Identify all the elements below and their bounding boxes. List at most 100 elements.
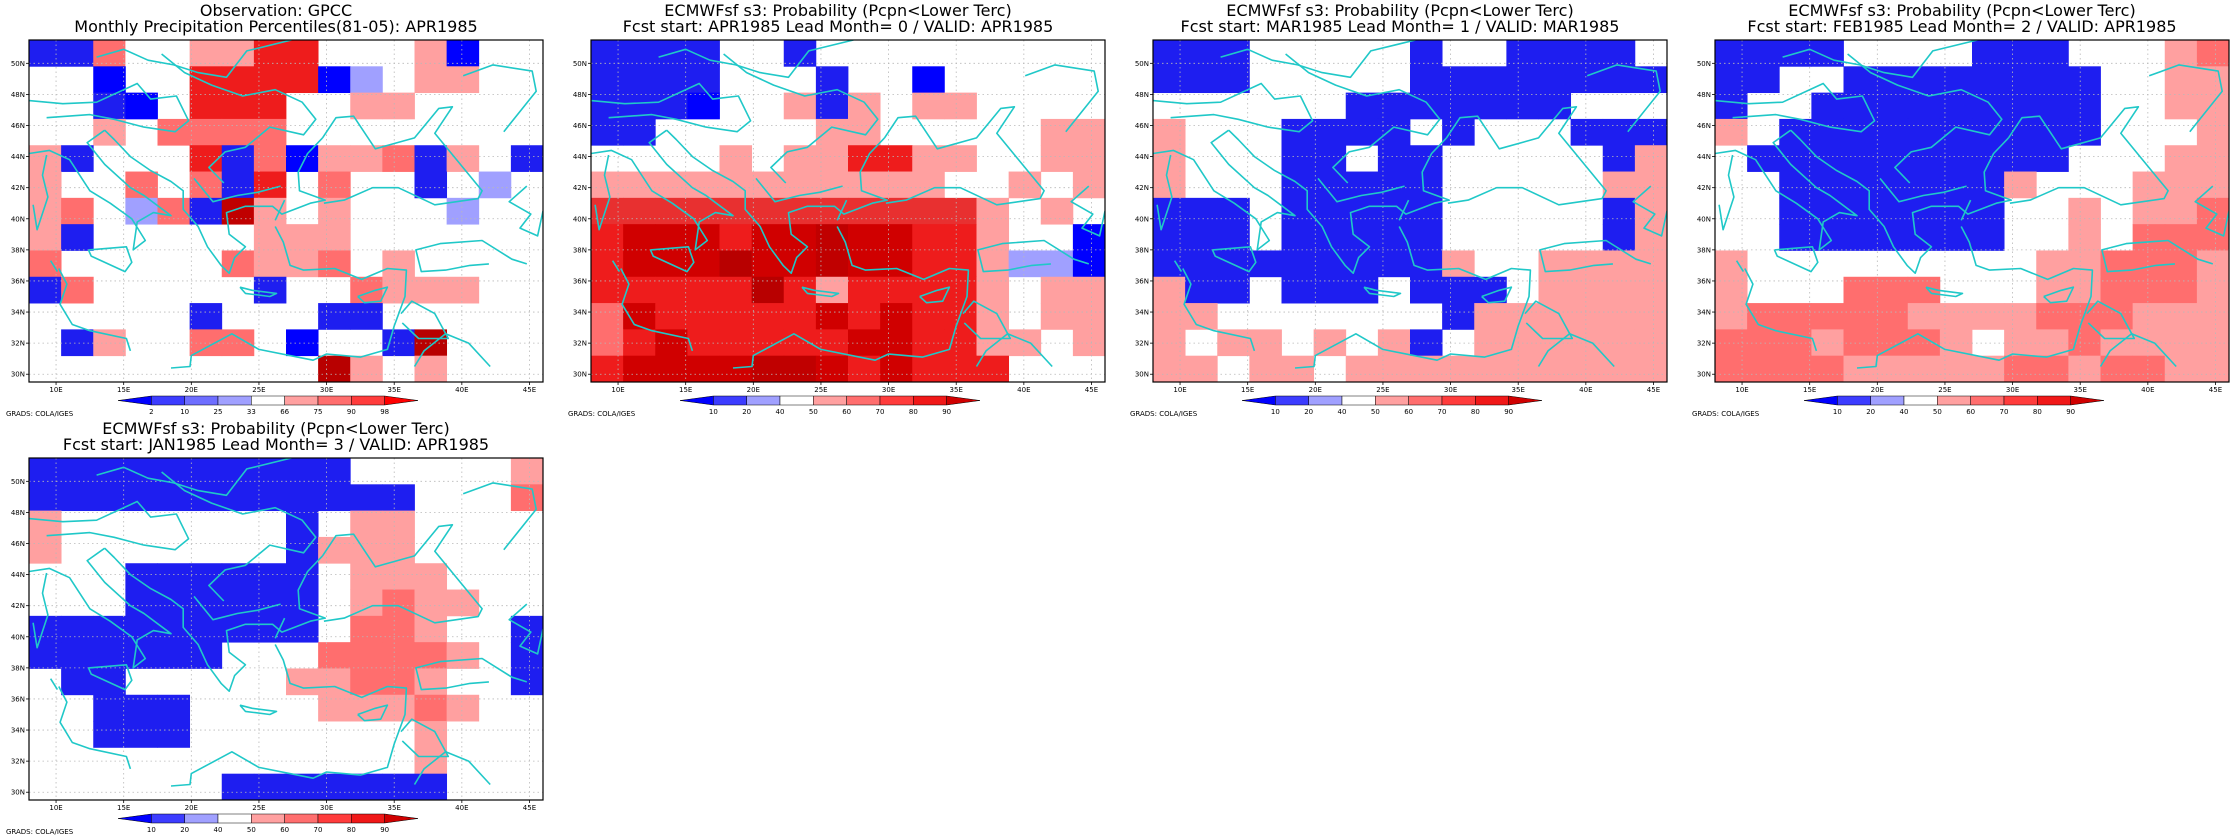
grid-cell xyxy=(1313,118,1347,146)
grid-cell xyxy=(1570,118,1604,146)
grid-cell xyxy=(318,145,351,172)
grid-cell xyxy=(2164,40,2198,67)
grid-cell xyxy=(751,224,785,251)
color-bar-segment xyxy=(1970,395,2005,406)
coastline xyxy=(1715,129,1858,251)
coastline xyxy=(1363,286,1402,298)
grid-cell xyxy=(93,66,126,94)
grid-cell xyxy=(1538,355,1572,383)
grid-cell xyxy=(286,329,319,357)
grid-cell xyxy=(2036,40,2069,67)
grid-cell xyxy=(350,615,383,643)
grid-cell xyxy=(912,145,945,172)
coastline xyxy=(591,82,752,133)
color-bar-segment xyxy=(713,395,747,406)
grid-cell xyxy=(1907,118,1941,146)
color-bar-segment xyxy=(1341,395,1376,406)
grid-cell xyxy=(751,355,785,383)
grid-cell xyxy=(29,484,62,512)
grid-cell xyxy=(1249,355,1282,383)
lon-tick-label: 40E xyxy=(455,386,468,394)
color-bar-segment xyxy=(1308,395,1343,406)
coastline xyxy=(413,332,491,368)
lon-tick-label: 40E xyxy=(455,804,468,812)
grid-cell xyxy=(29,642,62,669)
coastline xyxy=(755,177,843,203)
grid-cell xyxy=(880,171,913,199)
grid-cell xyxy=(318,458,351,485)
grid-cell xyxy=(189,458,223,485)
grid-cell xyxy=(93,484,126,512)
grid-cell xyxy=(815,92,849,120)
grid-cell xyxy=(1907,355,1941,383)
color-bar-segment xyxy=(1241,395,1276,406)
grid-cell xyxy=(1217,66,1250,94)
coastline xyxy=(591,129,734,251)
grid-cell xyxy=(719,303,753,330)
grid-cell xyxy=(1602,118,1636,146)
grid-cell xyxy=(253,66,287,94)
grid-cell xyxy=(221,773,255,801)
lon-tick-label: 25E xyxy=(1938,386,1951,394)
grid-cell xyxy=(1345,118,1379,146)
color-bar-label: 80 xyxy=(909,408,918,416)
grid-cell xyxy=(318,171,351,199)
grid-cell xyxy=(1939,66,1973,94)
coastline xyxy=(357,286,389,304)
grid-cell xyxy=(2132,329,2166,357)
lon-tick-label: 15E xyxy=(1803,386,1816,394)
grid-cell xyxy=(189,92,223,120)
coastlines xyxy=(29,40,543,369)
lon-tick-label: 35E xyxy=(388,804,401,812)
grid-cell xyxy=(944,224,977,251)
panel-subtitle: Fcst start: APR1985 Lead Month= 0 / VALI… xyxy=(622,17,1054,36)
lat-tick-label: 36N xyxy=(11,277,25,285)
coastline xyxy=(32,572,49,649)
coastline xyxy=(1317,177,1405,203)
grid-cell xyxy=(221,92,255,120)
map-svg: 10E 15E 20E 25E 30E 35E 40E 45E 30N 32N 34N 36N 38N 4… xyxy=(573,39,1106,416)
coastline xyxy=(1879,177,1967,203)
grid-cell xyxy=(221,329,255,357)
grid-cell xyxy=(976,197,1010,225)
color-bar-segment xyxy=(1508,395,1543,406)
grid-cell xyxy=(446,276,480,304)
lon-tick-label: 20E xyxy=(747,386,760,394)
lat-tick-label: 42N xyxy=(573,184,587,192)
grid-cell xyxy=(510,458,544,485)
map-svg: 10E 15E 20E 25E 30E 35E 40E 45E 30N 32N 34N 36N 38N 4… xyxy=(1135,39,1668,416)
grid-cell xyxy=(1972,40,2005,67)
coastline xyxy=(2194,185,2229,237)
grid-cell xyxy=(414,773,448,801)
coastline xyxy=(975,332,1053,368)
grid-cell xyxy=(687,355,720,383)
map-frame xyxy=(28,457,544,801)
grid-cell xyxy=(1474,355,1507,383)
grid-cell xyxy=(1474,66,1507,94)
grid-cell xyxy=(2004,40,2037,67)
grid-cell xyxy=(591,40,624,67)
grid-cell xyxy=(719,329,753,357)
grid-cell xyxy=(1779,224,1812,251)
panel-subtitle: Fcst start: MAR1985 Lead Month= 1 / VALI… xyxy=(1180,17,1620,36)
lat-tick-label: 46N xyxy=(11,540,25,548)
grid-cell xyxy=(1907,303,1941,330)
grid-cell xyxy=(2132,171,2166,199)
coastlines xyxy=(591,40,1105,369)
forecast-lead2-panel: ECMWFsf s3: Probability (Pcpn<Lower Terc… xyxy=(1692,0,2232,422)
grid-cell xyxy=(414,589,448,617)
grid-cell xyxy=(1972,66,2005,94)
lat-tick-label: 46N xyxy=(1697,122,1711,130)
grid-cell xyxy=(1072,303,1106,330)
color-bar-label: 50 xyxy=(247,826,256,834)
coastline xyxy=(321,106,483,206)
lon-tick-label: 45E xyxy=(1647,386,1660,394)
color-bar-segment xyxy=(151,813,185,824)
grid-cell xyxy=(29,510,62,538)
color-bar-label: 20 xyxy=(1304,408,1313,416)
grid-cell xyxy=(1875,355,1909,383)
grid-cell xyxy=(623,66,656,94)
grid-cell xyxy=(912,92,945,120)
grid-cell xyxy=(29,458,62,485)
grid-cell xyxy=(944,250,977,278)
